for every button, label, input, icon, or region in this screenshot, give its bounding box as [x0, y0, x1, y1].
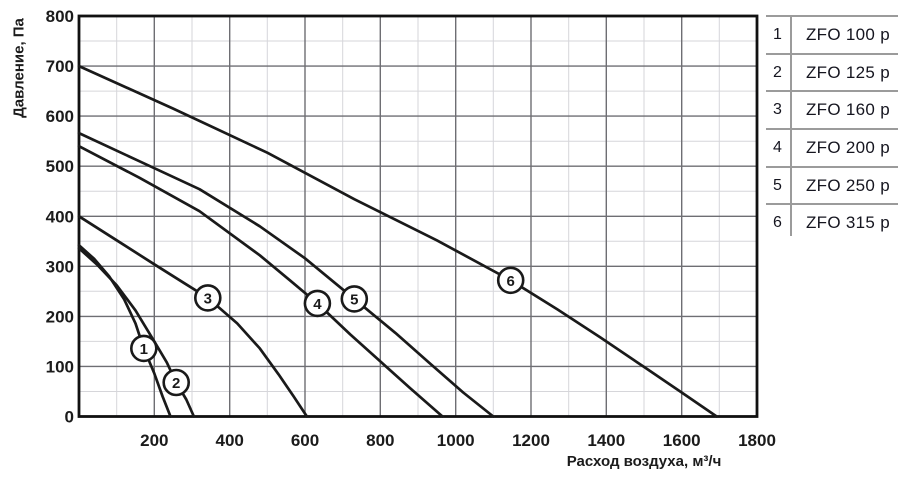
svg-text:3: 3	[204, 290, 212, 307]
svg-text:4: 4	[313, 296, 322, 313]
axis-tick-labels: 0 100 200 300 400 500 600 700 800 200 400 600 800 100…	[46, 7, 776, 450]
legend-table: 1 ZFO 100 p 2 ZFO 125 p 3 ZFO 160 p 4 ZF…	[766, 15, 898, 241]
legend-row: 1 ZFO 100 p	[766, 15, 898, 53]
legend-row-number: 2	[773, 63, 782, 81]
svg-text:0: 0	[65, 408, 74, 427]
curve-number-marker: 3	[194, 284, 222, 312]
legend-row: 3 ZFO 160 p	[766, 90, 898, 128]
curve-markers: 1 2 3 4 5 6	[130, 266, 525, 397]
svg-text:600: 600	[291, 431, 319, 450]
gridlines-major	[79, 16, 757, 417]
legend-row-number: 4	[773, 138, 782, 156]
svg-text:1600: 1600	[663, 431, 701, 450]
svg-text:600: 600	[46, 107, 74, 126]
svg-text:5: 5	[350, 291, 358, 308]
legend-row-number: 1	[773, 25, 782, 43]
svg-text:200: 200	[140, 431, 168, 450]
legend-row: 5 ZFO 250 p	[766, 165, 898, 204]
curve-ZFO-200-p	[77, 144, 444, 418]
curve-ZFO-250-p	[77, 131, 495, 418]
svg-text:1000: 1000	[437, 431, 475, 450]
legend-column-divider	[790, 15, 792, 236]
legend-row: 6 ZFO 315 p	[766, 203, 898, 241]
curve-number-marker: 6	[496, 266, 525, 295]
curve-number-marker: 5	[340, 285, 369, 313]
svg-text:1: 1	[140, 341, 148, 358]
legend-row-number: 3	[773, 101, 782, 119]
legend-row-label: ZFO 200 p	[806, 137, 890, 157]
curve-ZFO-100-p	[77, 243, 172, 418]
svg-text:200: 200	[46, 307, 74, 326]
legend-row-label: ZFO 315 p	[806, 213, 890, 233]
curve-number-marker: 4	[303, 289, 332, 318]
legend-row: 2 ZFO 125 p	[766, 52, 898, 91]
svg-text:2: 2	[172, 375, 180, 392]
svg-text:300: 300	[46, 257, 74, 276]
svg-text:800: 800	[46, 7, 74, 26]
curve-number-marker: 2	[162, 368, 190, 397]
legend-row-label: ZFO 250 p	[806, 175, 890, 195]
svg-text:1400: 1400	[587, 431, 625, 450]
svg-text:800: 800	[366, 431, 394, 450]
svg-text:700: 700	[46, 57, 74, 76]
legend-row: 4 ZFO 200 p	[766, 128, 898, 166]
svg-text:500: 500	[46, 157, 74, 176]
legend-row-number: 6	[773, 214, 782, 232]
svg-text:400: 400	[46, 207, 74, 226]
svg-text:6: 6	[507, 273, 515, 290]
legend-row-number: 5	[773, 176, 782, 194]
curve-number-marker: 1	[130, 334, 158, 363]
legend-row-label: ZFO 125 p	[806, 62, 890, 82]
legend-row-label: ZFO 160 p	[806, 100, 890, 120]
svg-text:1800: 1800	[738, 431, 776, 450]
svg-text:1200: 1200	[512, 431, 550, 450]
svg-text:100: 100	[46, 357, 74, 376]
svg-text:400: 400	[216, 431, 244, 450]
x-axis-label: Расход воздуха, м³/ч	[566, 453, 722, 470]
curve-ZFO-160-p	[77, 214, 309, 418]
legend-row-label: ZFO 100 p	[806, 24, 890, 44]
